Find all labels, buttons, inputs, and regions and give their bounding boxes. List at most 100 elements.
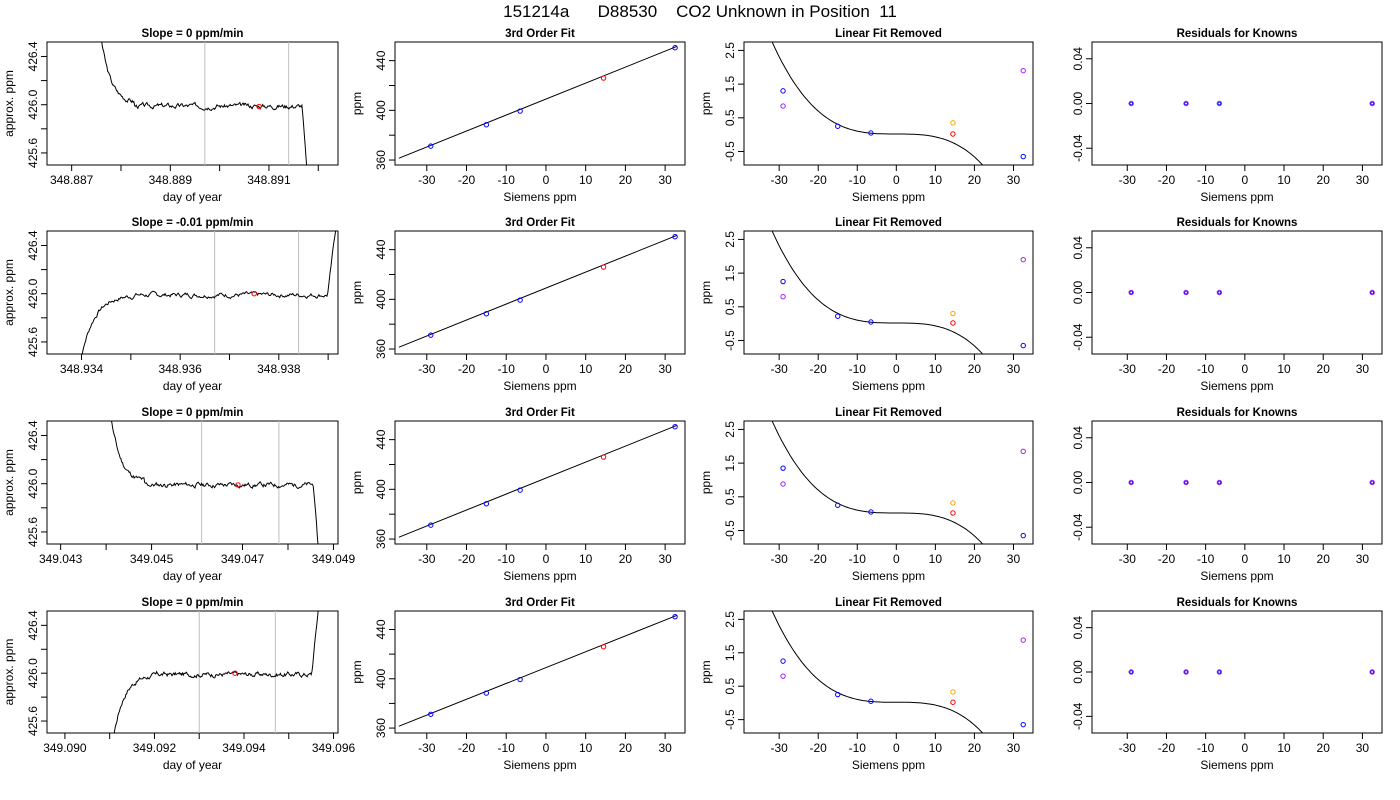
- mean-point: [232, 670, 238, 676]
- plot-frame: [394, 41, 686, 166]
- y-tick-label: 440: [374, 50, 388, 70]
- y-tick-label: 0.04: [1071, 426, 1085, 450]
- x-tick-label: 30: [1356, 741, 1370, 755]
- x-tick-label: 0: [1241, 741, 1248, 755]
- x-tick-label: 10: [929, 173, 943, 187]
- y-tick-label: 1.5: [723, 75, 737, 92]
- cubic-curve: [771, 421, 984, 544]
- panel-title: Residuals for Knowns: [1177, 217, 1298, 229]
- known-point: [780, 658, 786, 664]
- x-tick-label: -20: [810, 741, 828, 755]
- residual-point: [1183, 289, 1189, 296]
- y-tick-label: -0.04: [1071, 134, 1085, 162]
- known-point: [517, 487, 523, 493]
- residual-point-inner: [1370, 290, 1375, 295]
- mean-point: [251, 291, 257, 297]
- residual-point-inner: [1129, 101, 1133, 106]
- x-tick-label: 10: [579, 362, 593, 376]
- x-tick-label: 10: [929, 741, 943, 755]
- plot-frame: [1091, 41, 1383, 166]
- cubic-curve: [771, 611, 984, 733]
- panel-linres-row-2: Linear Fit Removed Siemens ppm ppm -30 -20 -1…: [699, 407, 1034, 583]
- x-tick-label: -10: [498, 741, 516, 755]
- panel-fit-row-0: 3rd Order Fit Siemens ppm ppm -30 -20 -10 0 10 2…: [350, 28, 686, 204]
- y-tick-label: 2.5: [723, 42, 737, 59]
- y-tick-label: 425.6: [26, 138, 40, 168]
- x-tick-label: 0: [893, 552, 900, 566]
- x-tick-label: -20: [1158, 552, 1176, 566]
- y-tick-label: -0.5: [723, 330, 737, 351]
- known-point: [835, 313, 841, 319]
- y-tick-label: 0.5: [723, 488, 737, 505]
- fit-line: [398, 614, 678, 727]
- x-tick-label: 0: [1241, 362, 1248, 376]
- known-point: [517, 108, 523, 114]
- known-point: [517, 297, 523, 303]
- panel-resid-row-2: Residuals for Knowns Siemens ppm -30 -20 -10…: [1071, 407, 1383, 583]
- x-tick-label: 348.889: [149, 173, 193, 187]
- concentration-trace: [110, 421, 319, 544]
- unknown-point: [950, 131, 956, 137]
- y-tick-label: 360: [374, 718, 388, 738]
- known-point: [780, 465, 786, 471]
- x-tick-label: -20: [458, 741, 476, 755]
- x-axis-label: Siemens ppm: [852, 758, 925, 772]
- y-tick-label: 0.04: [1071, 47, 1085, 71]
- panel-title: Residuals for Knowns: [1177, 28, 1298, 40]
- residual-point-inner: [1129, 290, 1133, 295]
- unknown-estimate-point: [950, 689, 956, 695]
- y-tick-label: 0.00: [1071, 470, 1085, 494]
- y-axis-label: approx. ppm: [2, 449, 16, 516]
- y-tick-label: 425.6: [26, 517, 40, 547]
- assigned-point: [1020, 67, 1026, 74]
- plot-area: [398, 613, 678, 727]
- panel-title: Residuals for Knowns: [1177, 407, 1298, 419]
- y-axis-label: ppm: [699, 660, 713, 683]
- cubic-curve: [771, 231, 984, 354]
- y-axis-label: ppm: [350, 281, 364, 304]
- panel-title: Linear Fit Removed: [835, 217, 942, 229]
- plot-frame: [46, 610, 339, 734]
- x-tick-label: -30: [1119, 552, 1137, 566]
- panel-title: Linear Fit Removed: [835, 28, 942, 40]
- plot-frame: [743, 41, 1034, 166]
- panel-resid-row-0: Residuals for Knowns Siemens ppm -30 -20 -10…: [1071, 28, 1383, 204]
- x-tick-label: 10: [1277, 552, 1291, 566]
- known-point: [835, 502, 841, 508]
- x-tick-label: -10: [498, 173, 516, 187]
- plot-frame: [394, 420, 686, 545]
- x-tick-label: -30: [770, 741, 788, 755]
- residual-point-inner: [1129, 480, 1133, 485]
- x-axis-label: day of year: [163, 758, 222, 772]
- x-tick-label: 348.938: [257, 362, 301, 376]
- y-tick-label: 426.0: [26, 468, 40, 498]
- x-tick-label: -10: [849, 552, 867, 566]
- plot-area: [101, 42, 308, 165]
- y-tick-label: 425.6: [26, 706, 40, 736]
- x-tick-label: 0: [1241, 173, 1248, 187]
- assigned-point: [780, 673, 786, 679]
- residual-point-inner: [1184, 670, 1188, 674]
- x-tick-label: -20: [1158, 741, 1176, 755]
- known-point: [672, 45, 678, 51]
- plot-area: [1128, 100, 1375, 107]
- x-tick-label: 10: [1277, 741, 1291, 755]
- residual-point-inner: [1217, 670, 1222, 674]
- x-tick-label: 0: [893, 362, 900, 376]
- y-tick-label: 360: [374, 529, 388, 549]
- plot-frame: [743, 420, 1034, 545]
- unknown-point: [950, 510, 956, 516]
- assigned-point: [780, 481, 786, 487]
- panel-title: Linear Fit Removed: [835, 597, 942, 609]
- x-tick-label: 10: [579, 173, 593, 187]
- unknown-point: [600, 644, 607, 650]
- y-tick-label: 426.4: [26, 420, 40, 450]
- known-point: [1020, 532, 1026, 539]
- x-axis-label: day of year: [163, 379, 222, 393]
- panel-title: 3rd Order Fit: [505, 217, 575, 229]
- assigned-point: [1020, 256, 1026, 263]
- known-point: [428, 711, 434, 717]
- panel-resid-row-1: Residuals for Knowns Siemens ppm -30 -20 -10…: [1071, 217, 1383, 393]
- y-axis-label: ppm: [699, 281, 713, 304]
- x-tick-label: 10: [1277, 173, 1291, 187]
